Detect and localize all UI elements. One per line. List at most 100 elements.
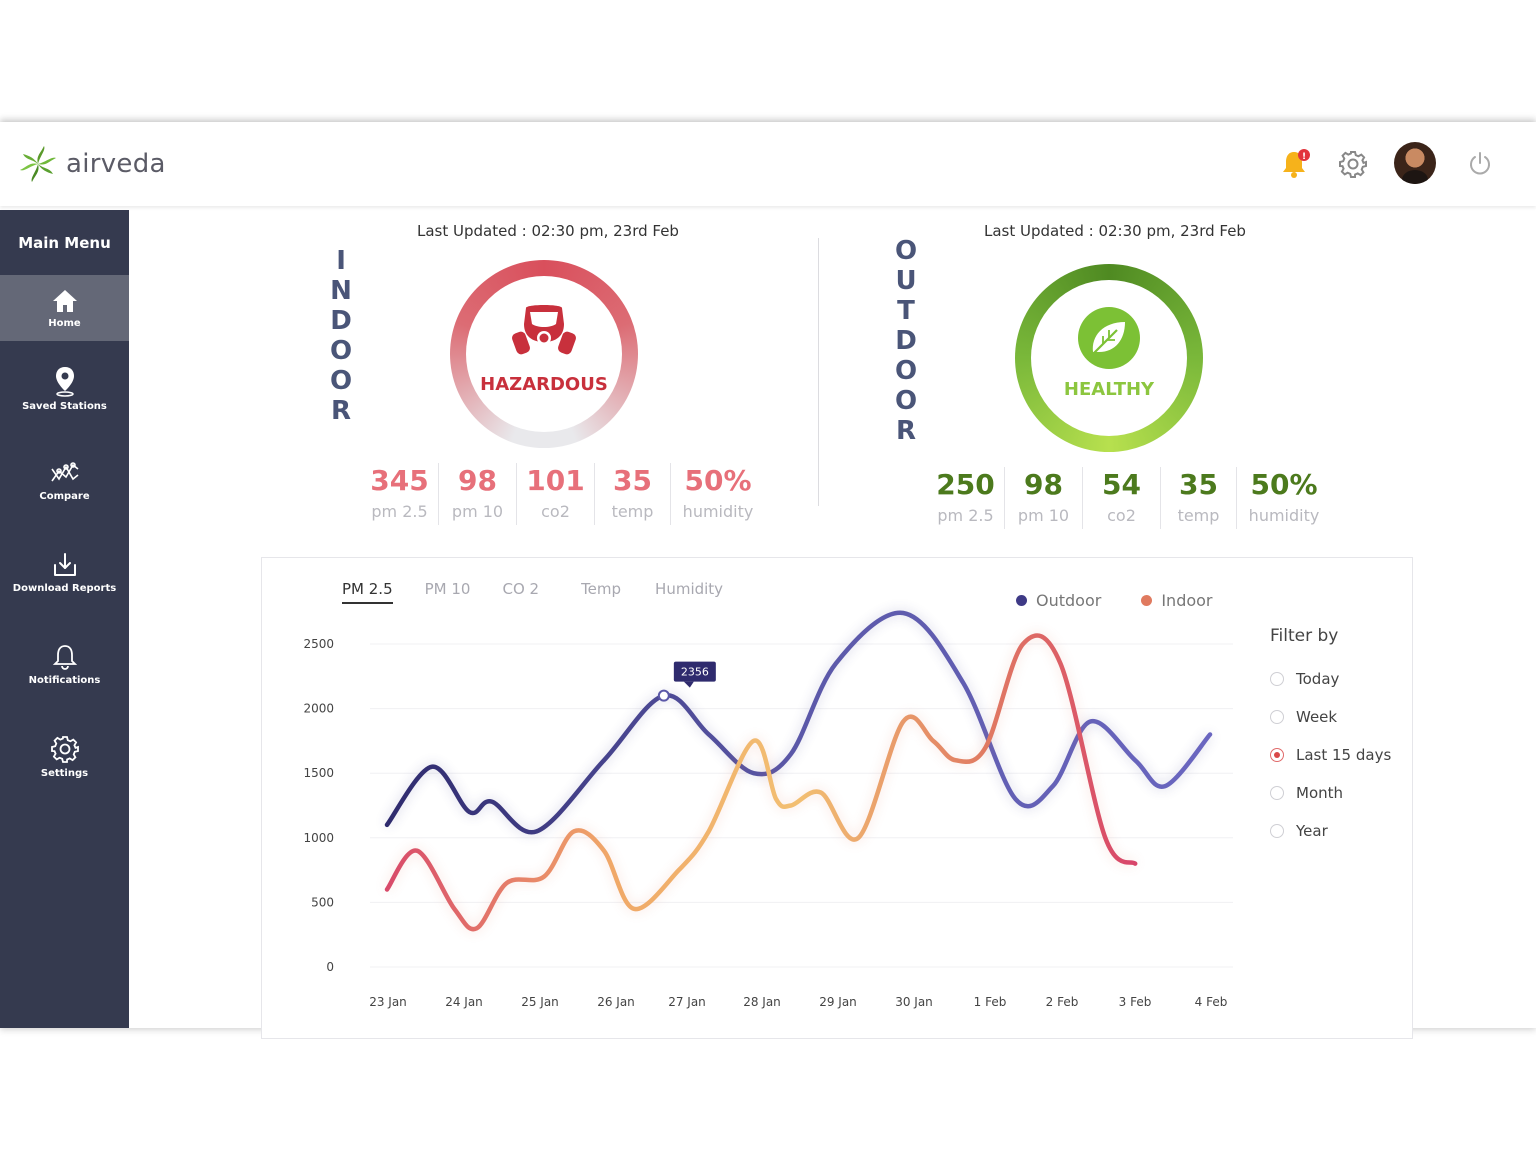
outdoor-stats: 250 pm 2.5 98 pm 10 54 co2 35 temp 50% humidi… xyxy=(927,467,1331,529)
x-tick-label: 28 Jan xyxy=(743,995,781,1009)
filter-option-today[interactable]: Today xyxy=(1270,660,1391,698)
outdoor-last-updated: Last Updated : 02:30 pm, 23rd Feb xyxy=(984,222,1246,240)
bell-icon xyxy=(52,644,77,670)
x-tick-label: 4 Feb xyxy=(1195,995,1228,1009)
x-tick-label: 3 Feb xyxy=(1119,995,1152,1009)
title-letter: O xyxy=(330,336,353,366)
panel-divider xyxy=(818,238,819,506)
x-tick-label: 30 Jan xyxy=(895,995,933,1009)
notification-badge: ! xyxy=(1302,152,1306,162)
radio-button[interactable] xyxy=(1270,710,1284,724)
notification-bell-button[interactable]: ! xyxy=(1274,144,1314,184)
indoor-stats: 345 pm 2.5 98 pm 10 101 co2 35 temp 50% humid… xyxy=(361,463,765,525)
legend-dot xyxy=(1141,595,1153,606)
filter-option-last-15-days[interactable]: Last 15 days xyxy=(1270,736,1391,774)
sidebar-title: Main Menu xyxy=(18,233,111,252)
stat-label: pm 2.5 xyxy=(371,502,428,521)
x-tick-label: 1 Feb xyxy=(974,995,1007,1009)
outdoor-stat-temp: 35 temp xyxy=(1161,467,1237,529)
stat-label: pm 10 xyxy=(1017,506,1070,525)
chart-card: PM 2.5 PM 10 CO 2 Temp Humidity Outdoor … xyxy=(261,557,1413,1039)
sidebar-item-download-reports[interactable]: Download Reports xyxy=(0,539,129,605)
sidebar: Main Menu Home Saved Stations xyxy=(0,210,129,1028)
tooltip-label: 2356 xyxy=(681,666,709,679)
filter-option-label: Week xyxy=(1296,708,1338,726)
brand-logo[interactable]: airveda xyxy=(18,144,166,184)
tooltip-box xyxy=(673,661,716,682)
radio-button[interactable] xyxy=(1270,672,1284,686)
tab-co2[interactable]: CO 2 xyxy=(502,580,540,598)
stat-value: 250 xyxy=(936,468,995,501)
tab-humidity[interactable]: Humidity xyxy=(655,580,724,598)
outdoor-stat-co2: 54 co2 xyxy=(1083,467,1161,529)
indoor-series-line xyxy=(384,633,1138,932)
outdoor-stat-humidity: 50% humidity xyxy=(1237,467,1331,529)
stat-label: humidity xyxy=(1248,506,1320,525)
x-tick-label: 24 Jan xyxy=(445,995,483,1009)
sidebar-item-home[interactable]: Home xyxy=(0,275,129,341)
filter-option-week[interactable]: Week xyxy=(1270,698,1391,736)
gas-mask-icon xyxy=(512,305,576,355)
power-button[interactable] xyxy=(1460,144,1500,184)
location-pin-icon xyxy=(55,366,74,397)
legend-indoor[interactable]: Indoor xyxy=(1141,591,1213,610)
pinwheel-logo-icon xyxy=(20,146,56,182)
tab-temp[interactable]: Temp xyxy=(581,580,622,598)
filter-option-label: Year xyxy=(1296,822,1328,840)
tooltip-point xyxy=(657,689,670,702)
sidebar-item-settings[interactable]: Settings xyxy=(0,723,129,789)
stat-value: 101 xyxy=(526,464,585,497)
indoor-stat-humidity: 50% humidity xyxy=(671,463,765,525)
outdoor-series-line xyxy=(384,610,1213,835)
stat-value: 35 xyxy=(1179,468,1218,501)
outdoor-stat-pm25: 250 pm 2.5 xyxy=(927,467,1005,529)
filter-option-year[interactable]: Year xyxy=(1270,812,1391,850)
sidebar-item-notifications[interactable]: Notifications xyxy=(0,631,129,697)
chart-legend: Outdoor Indoor xyxy=(1016,591,1253,610)
x-tick-label: 26 Jan xyxy=(597,995,635,1009)
title-letter: R xyxy=(896,416,917,446)
sidebar-item-label: Compare xyxy=(39,490,90,502)
stat-label: humidity xyxy=(682,502,754,521)
radio-button[interactable] xyxy=(1270,824,1284,838)
legend-outdoor[interactable]: Outdoor xyxy=(1016,591,1101,610)
title-letter: D xyxy=(895,326,917,356)
x-tick-label: 23 Jan xyxy=(369,995,407,1009)
tab-pm10[interactable]: PM 10 xyxy=(424,580,471,598)
title-letter: T xyxy=(897,296,915,326)
y-tick-label: 2000 xyxy=(303,702,334,716)
settings-button[interactable] xyxy=(1333,144,1373,184)
metric-tabs: PM 2.5 PM 10 CO 2 Temp Humidity xyxy=(342,580,755,604)
sidebar-item-saved-stations[interactable]: Saved Stations xyxy=(0,355,129,421)
filter-option-label: Today xyxy=(1296,670,1340,688)
x-tick-label: 25 Jan xyxy=(521,995,559,1009)
stat-label: pm 10 xyxy=(451,502,504,521)
outdoor-status-label: HEALTHY xyxy=(1063,379,1155,400)
title-letter: O xyxy=(895,236,918,266)
legend-label: Outdoor xyxy=(1036,591,1102,610)
y-tick-label: 500 xyxy=(311,895,334,909)
stat-value: 54 xyxy=(1102,468,1141,501)
title-letter: U xyxy=(895,266,917,296)
sidebar-item-label: Settings xyxy=(40,767,89,779)
stat-label: temp xyxy=(1177,506,1220,525)
stat-value: 50% xyxy=(684,464,752,497)
sidebar-item-compare[interactable]: Compare xyxy=(0,447,129,513)
outdoor-status-gauge: HEALTHY xyxy=(1015,264,1203,452)
y-tick-label: 1500 xyxy=(303,766,334,780)
brand-name: airveda xyxy=(66,149,166,179)
avatar[interactable] xyxy=(1394,142,1436,184)
stat-label: pm 2.5 xyxy=(937,506,994,525)
stat-label: co2 xyxy=(1107,506,1136,525)
x-tick-label: 27 Jan xyxy=(668,995,706,1009)
tab-pm25[interactable]: PM 2.5 xyxy=(342,580,393,604)
filter-option-month[interactable]: Month xyxy=(1270,774,1391,812)
radio-button-selected[interactable] xyxy=(1270,748,1284,762)
radio-button[interactable] xyxy=(1270,786,1284,800)
indoor-last-updated: Last Updated : 02:30 pm, 23rd Feb xyxy=(417,222,679,240)
home-icon xyxy=(52,289,77,312)
gear-icon xyxy=(1339,151,1367,178)
bell-icon: ! xyxy=(1283,149,1310,178)
